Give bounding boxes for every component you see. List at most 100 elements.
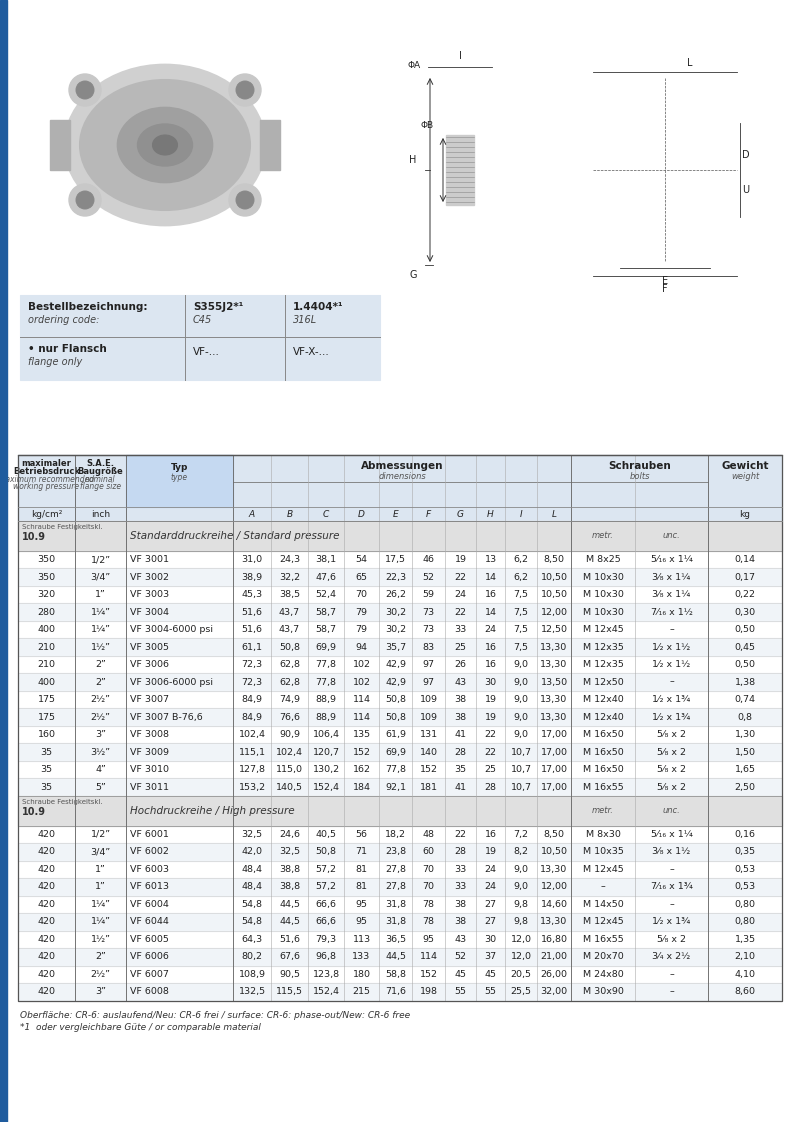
Text: Oberfläche: CR-6: auslaufend/Neu: CR-6 frei / surface: CR-6: phase-out/New: CR-6: Oberfläche: CR-6: auslaufend/Neu: CR-6 f… — [20, 1011, 410, 1020]
Text: 0,45: 0,45 — [734, 643, 755, 652]
Text: 94: 94 — [355, 643, 367, 652]
Text: 9,8: 9,8 — [514, 900, 529, 909]
Text: 7,5: 7,5 — [514, 643, 529, 652]
Bar — [18, 456, 782, 1001]
Text: 73: 73 — [422, 625, 434, 634]
Text: –: – — [669, 900, 674, 909]
Text: 32,5: 32,5 — [242, 830, 262, 839]
Text: A: A — [249, 509, 255, 518]
Text: 32,2: 32,2 — [279, 572, 300, 581]
Text: 38,5: 38,5 — [279, 590, 300, 599]
Text: VF 6044: VF 6044 — [130, 918, 169, 927]
Text: 133: 133 — [352, 953, 370, 962]
Text: 28: 28 — [485, 782, 497, 791]
Text: 33: 33 — [454, 882, 466, 891]
Text: 84,9: 84,9 — [242, 712, 262, 721]
Text: 24: 24 — [485, 865, 497, 874]
Text: M 16x55: M 16x55 — [582, 782, 623, 791]
Text: 3⁄₄ x 2½: 3⁄₄ x 2½ — [652, 953, 690, 962]
Text: 31,8: 31,8 — [385, 918, 406, 927]
Text: 95: 95 — [355, 918, 367, 927]
Text: 114: 114 — [419, 953, 438, 962]
Text: 35: 35 — [454, 765, 466, 774]
Ellipse shape — [80, 80, 250, 210]
Text: 0,14: 0,14 — [734, 555, 755, 564]
Text: 60: 60 — [422, 847, 434, 856]
Text: 7,5: 7,5 — [514, 625, 529, 634]
Text: VF 6005: VF 6005 — [130, 935, 169, 944]
Text: 280: 280 — [38, 607, 55, 616]
Text: 6,2: 6,2 — [514, 555, 529, 564]
Text: 0,53: 0,53 — [734, 865, 755, 874]
Text: 61,9: 61,9 — [385, 730, 406, 739]
Text: 27,8: 27,8 — [385, 865, 406, 874]
Text: VF 6008: VF 6008 — [130, 987, 169, 996]
Text: VF 3004: VF 3004 — [130, 607, 169, 616]
Text: 40,5: 40,5 — [315, 830, 337, 839]
Text: H: H — [487, 509, 494, 518]
Text: 72,3: 72,3 — [242, 660, 262, 669]
Text: 12,50: 12,50 — [541, 625, 567, 634]
Text: M 8x25: M 8x25 — [586, 555, 620, 564]
Text: 102: 102 — [353, 678, 370, 687]
Text: 8,50: 8,50 — [543, 555, 565, 564]
Text: 5⁄₈ x 2: 5⁄₈ x 2 — [657, 747, 686, 756]
Text: 22,3: 22,3 — [385, 572, 406, 581]
Text: 10,50: 10,50 — [541, 590, 567, 599]
Text: 13: 13 — [485, 555, 497, 564]
Text: 3⁄₈ x 1¼: 3⁄₈ x 1¼ — [652, 572, 690, 581]
Text: 420: 420 — [38, 935, 55, 944]
Text: 92,1: 92,1 — [385, 782, 406, 791]
Text: 62,8: 62,8 — [279, 678, 300, 687]
Text: 30,2: 30,2 — [385, 625, 406, 634]
Text: 95: 95 — [355, 900, 367, 909]
Text: H: H — [410, 155, 417, 165]
Text: 24,3: 24,3 — [279, 555, 300, 564]
Text: 0,53: 0,53 — [734, 882, 755, 891]
Text: 43,7: 43,7 — [279, 607, 300, 616]
Text: 73: 73 — [422, 607, 434, 616]
Bar — [18, 948, 782, 966]
Text: 51,6: 51,6 — [279, 935, 300, 944]
Text: kg: kg — [739, 509, 750, 518]
Bar — [0, 0, 7, 1122]
Text: 71: 71 — [355, 847, 367, 856]
Text: VF-X-...: VF-X-... — [293, 347, 330, 357]
Text: 8,60: 8,60 — [734, 987, 755, 996]
Bar — [18, 795, 782, 826]
Text: 69,9: 69,9 — [385, 747, 406, 756]
Bar — [593, 79, 738, 263]
Text: 71,6: 71,6 — [385, 987, 406, 996]
Text: 27,8: 27,8 — [385, 882, 406, 891]
Text: –: – — [669, 969, 674, 978]
Text: 38,1: 38,1 — [315, 555, 337, 564]
Text: 10,7: 10,7 — [510, 747, 531, 756]
Text: 24,6: 24,6 — [279, 830, 300, 839]
Bar — [18, 843, 782, 861]
Text: 61,1: 61,1 — [242, 643, 262, 652]
Text: 106,4: 106,4 — [313, 730, 339, 739]
Text: 180: 180 — [353, 969, 370, 978]
Text: 152,4: 152,4 — [313, 987, 339, 996]
Text: 1,38: 1,38 — [734, 678, 755, 687]
Text: 50,8: 50,8 — [385, 695, 406, 703]
Text: 140,5: 140,5 — [276, 782, 303, 791]
Text: M 16x50: M 16x50 — [582, 730, 623, 739]
Text: 25: 25 — [485, 765, 497, 774]
Text: 17,00: 17,00 — [541, 765, 567, 774]
Text: 45,3: 45,3 — [242, 590, 262, 599]
Text: 72,3: 72,3 — [242, 678, 262, 687]
Text: L: L — [687, 58, 693, 68]
Bar — [18, 638, 782, 655]
Text: 43,7: 43,7 — [279, 625, 300, 634]
Text: 1⁄₂ x 1½: 1⁄₂ x 1½ — [652, 643, 690, 652]
Circle shape — [236, 81, 254, 99]
Text: 65: 65 — [355, 572, 367, 581]
Text: 20,5: 20,5 — [510, 969, 531, 978]
Bar — [18, 779, 782, 795]
Text: flange size: flange size — [80, 482, 121, 491]
Text: 24: 24 — [454, 590, 466, 599]
Text: VF 3011: VF 3011 — [130, 782, 169, 791]
Circle shape — [69, 184, 101, 217]
Text: 7⁄₁₆ x 1¾: 7⁄₁₆ x 1¾ — [650, 882, 693, 891]
